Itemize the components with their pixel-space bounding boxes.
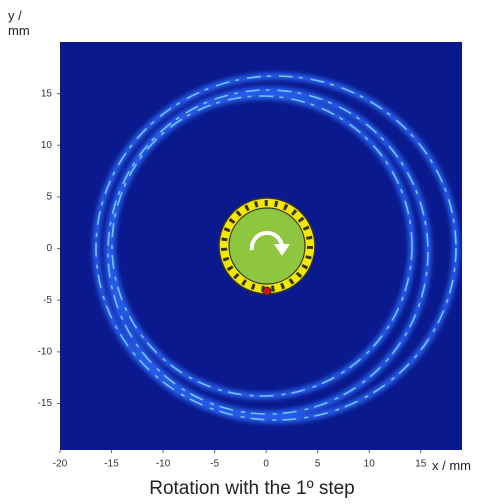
chart-title: Rotation with the 1º step [149, 478, 355, 499]
x-tick-label: -10 [156, 459, 171, 470]
rotation-stage-icon [218, 197, 316, 296]
y-tick-label: -10 [38, 347, 53, 358]
y-tick-label: -5 [43, 295, 52, 306]
x-tick-label: 10 [364, 459, 376, 470]
x-tick-label: 15 [415, 459, 427, 470]
x-tick-label: 5 [315, 459, 321, 470]
y-tick-label: 10 [41, 140, 53, 151]
y-tick-label: 15 [41, 88, 53, 99]
x-tick-label: 0 [263, 459, 269, 470]
x-tick-label: -5 [210, 459, 219, 470]
y-tick-label: -15 [38, 398, 53, 409]
x-tick-label: -20 [53, 459, 68, 470]
y-axis-label: y / mm [8, 8, 30, 38]
y-tick-label: 0 [46, 243, 52, 254]
ring-pattern [92, 72, 460, 424]
x-axis-label: x / mm [432, 458, 471, 473]
x-tick-label: -15 [104, 459, 119, 470]
y-tick-label: 5 [46, 192, 52, 203]
